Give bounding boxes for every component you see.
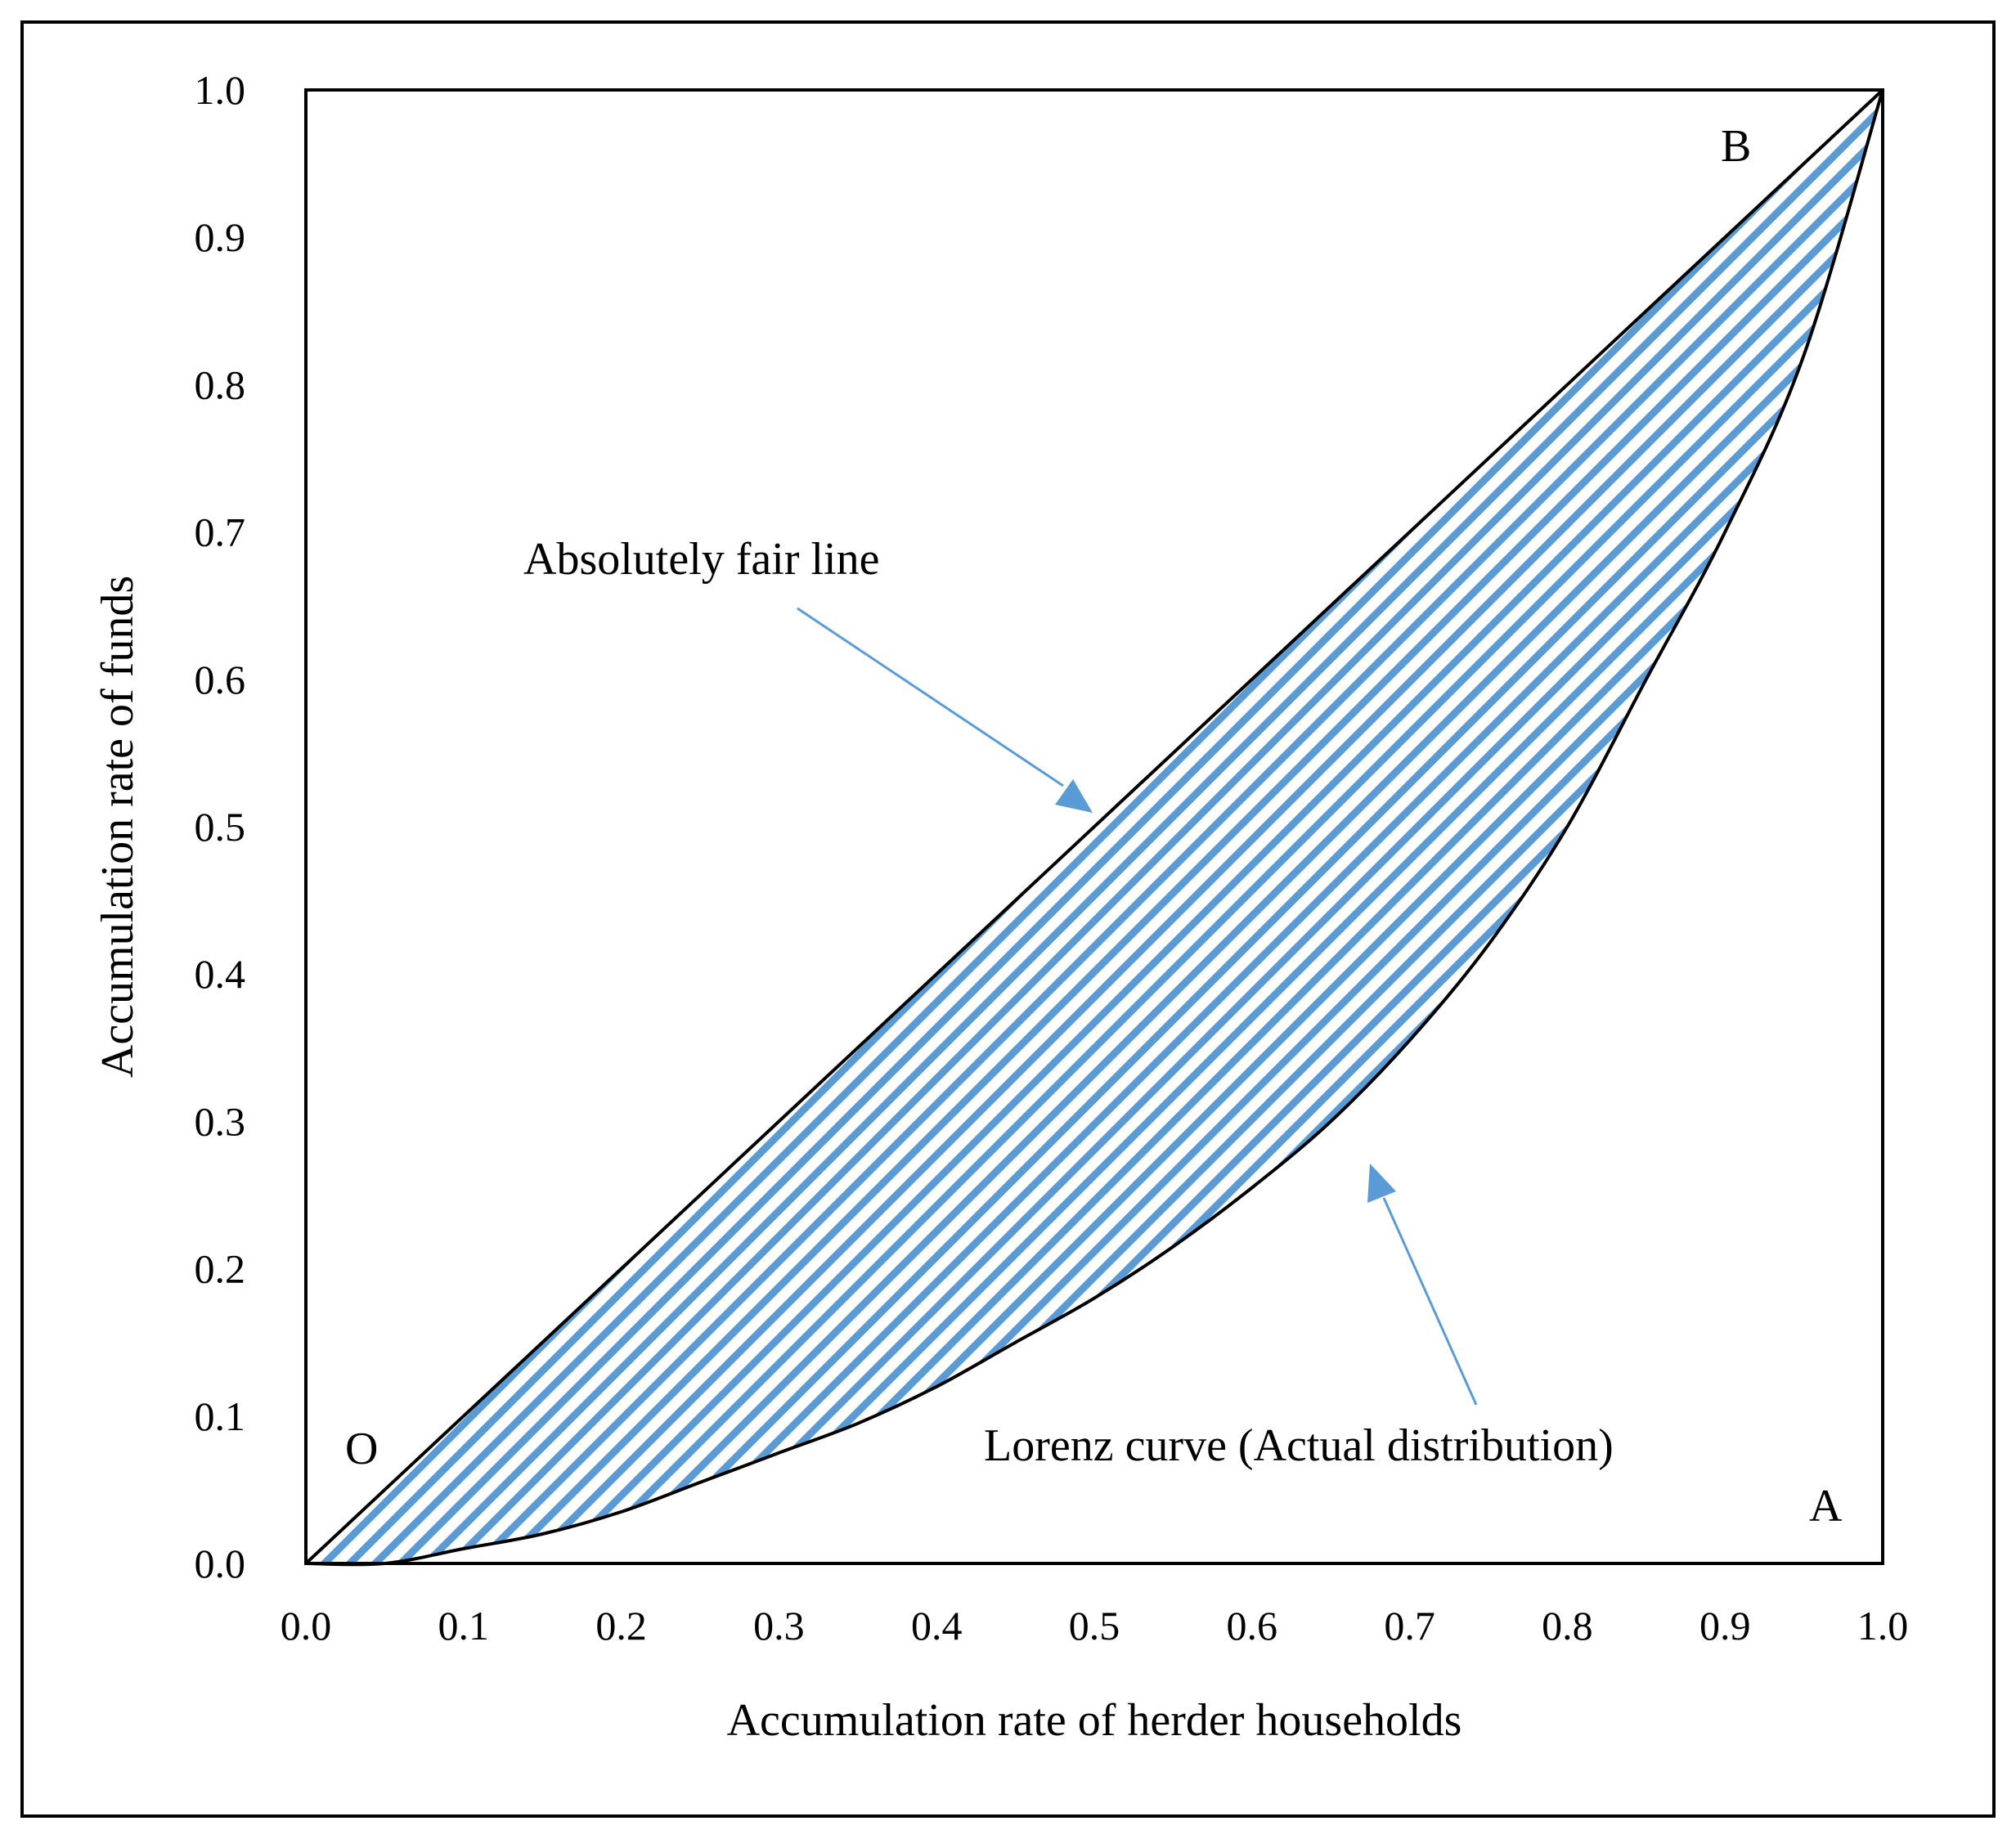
point-b-label: B (1721, 121, 1751, 172)
x-tick-label: 1.0 (1857, 1603, 1909, 1648)
lorenz-curve-arrow (1367, 1164, 1478, 1406)
series-layer (304, 88, 1884, 1567)
y-tick-label: 0.8 (195, 361, 246, 407)
fair-line-arrowhead (1055, 779, 1093, 813)
y-tick-label: 0.9 (195, 214, 246, 260)
x-tick-label: 0.3 (753, 1603, 805, 1648)
x-tick-label: 0.0 (281, 1603, 332, 1648)
y-tick-label: 0.5 (195, 804, 246, 850)
x-tick-label: 0.1 (438, 1603, 490, 1648)
x-tick-label: 0.8 (1542, 1603, 1593, 1648)
fair-line-arrow (797, 607, 1093, 813)
point-o-label: O (345, 1424, 378, 1474)
y-axis-title: Accumulation rate of funds (92, 576, 143, 1078)
x-tick-label: 0.7 (1384, 1603, 1435, 1648)
x-tick-label: 0.5 (1069, 1603, 1120, 1648)
y-tick-label: 0.6 (195, 657, 246, 702)
y-tick-label: 1.0 (195, 67, 246, 113)
fair-line-label: Absolutely fair line (523, 534, 879, 585)
y-tick-label: 0.4 (195, 951, 246, 997)
y-tick-label: 0.2 (195, 1246, 246, 1292)
x-tick-label: 0.6 (1227, 1603, 1278, 1648)
x-tick-label: 0.9 (1699, 1603, 1751, 1648)
lorenz-curve-arrowhead (1367, 1164, 1396, 1203)
y-tick-label: 0.0 (195, 1541, 246, 1586)
x-tick-label: 0.4 (911, 1603, 963, 1648)
y-tick-labels: 0.0 0.1 0.2 0.3 0.4 0.5 0.6 0.7 0.8 0.9 1.0 (195, 67, 246, 1586)
absolutely-fair-line (304, 88, 1884, 1565)
lorenz-curve-line (305, 89, 1884, 1567)
fair-line-arrow-shaft (797, 607, 1064, 787)
y-tick-label: 0.3 (195, 1098, 246, 1144)
lorenz-curve-label: Lorenz curve (Actual distribution) (984, 1420, 1614, 1471)
y-tick-label: 0.7 (195, 509, 246, 555)
x-tick-labels: 0.0 0.1 0.2 0.3 0.4 0.5 0.6 0.7 0.8 0.9 1.0 (281, 1603, 1909, 1648)
point-a-label: A (1809, 1481, 1843, 1532)
lorenz-curve-arrow-shaft (1382, 1197, 1478, 1406)
x-axis-title: Accumulation rate of herder households (727, 1695, 1462, 1746)
y-tick-label: 0.1 (195, 1393, 246, 1439)
plot-area-frame (304, 88, 1884, 1565)
x-tick-label: 0.2 (595, 1603, 647, 1648)
